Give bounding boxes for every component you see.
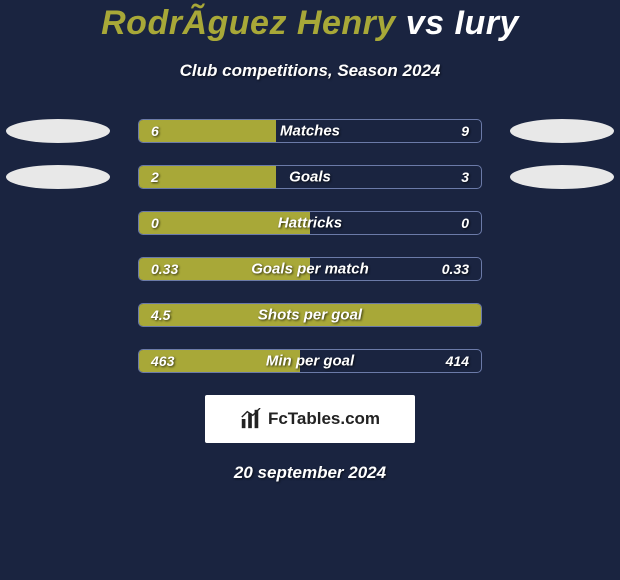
metric-label: Hattricks xyxy=(278,215,342,232)
metric-row: Hattricks 0 0 xyxy=(0,211,620,235)
metric-bar: Goals per match 0.33 0.33 xyxy=(138,257,482,281)
team-badge-left xyxy=(6,165,110,189)
player2-name: Iury xyxy=(455,4,519,42)
metrics-list: Matches 6 9 Goals 2 3 Hattricks 0 0 Goals per mat… xyxy=(0,119,620,373)
metric-fill xyxy=(139,120,276,142)
metric-row: Matches 6 9 xyxy=(0,119,620,143)
metric-value-right: 0.33 xyxy=(442,261,469,277)
metric-value-right: 3 xyxy=(461,169,469,185)
chart-icon xyxy=(240,408,262,430)
metric-row: Shots per goal 4.5 xyxy=(0,303,620,327)
metric-value-left: 4.5 xyxy=(151,307,170,323)
date-text: 20 september 2024 xyxy=(0,463,620,483)
metric-label: Goals per match xyxy=(251,261,369,278)
team-badge-right xyxy=(510,165,614,189)
metric-value-right: 0 xyxy=(461,215,469,231)
subtitle: Club competitions, Season 2024 xyxy=(0,61,620,81)
metric-value-right: 414 xyxy=(446,353,469,369)
metric-row: Min per goal 463 414 xyxy=(0,349,620,373)
metric-value-right: 9 xyxy=(461,123,469,139)
metric-value-left: 463 xyxy=(151,353,174,369)
metric-value-left: 0 xyxy=(151,215,159,231)
attribution-badge[interactable]: FcTables.com xyxy=(205,395,415,443)
metric-bar: Matches 6 9 xyxy=(138,119,482,143)
metric-value-left: 6 xyxy=(151,123,159,139)
attribution-text: FcTables.com xyxy=(268,409,380,429)
metric-label: Goals xyxy=(289,169,331,186)
metric-bar: Min per goal 463 414 xyxy=(138,349,482,373)
page-title: RodrÃ­guez Henry vs Iury xyxy=(0,4,620,43)
metric-label: Shots per goal xyxy=(258,307,362,324)
team-badge-left xyxy=(6,119,110,143)
metric-label: Min per goal xyxy=(266,353,354,370)
metric-fill xyxy=(139,166,276,188)
metric-bar: Goals 2 3 xyxy=(138,165,482,189)
comparison-card: RodrÃ­guez Henry vs Iury Club competitio… xyxy=(0,0,620,483)
player1-name: RodrÃ­guez Henry xyxy=(101,4,396,42)
metric-bar: Shots per goal 4.5 xyxy=(138,303,482,327)
vs-text: vs xyxy=(406,4,445,42)
metric-row: Goals per match 0.33 0.33 xyxy=(0,257,620,281)
metric-row: Goals 2 3 xyxy=(0,165,620,189)
metric-label: Matches xyxy=(280,123,340,140)
metric-bar: Hattricks 0 0 xyxy=(138,211,482,235)
team-badge-right xyxy=(510,119,614,143)
metric-value-left: 0.33 xyxy=(151,261,178,277)
metric-value-left: 2 xyxy=(151,169,159,185)
